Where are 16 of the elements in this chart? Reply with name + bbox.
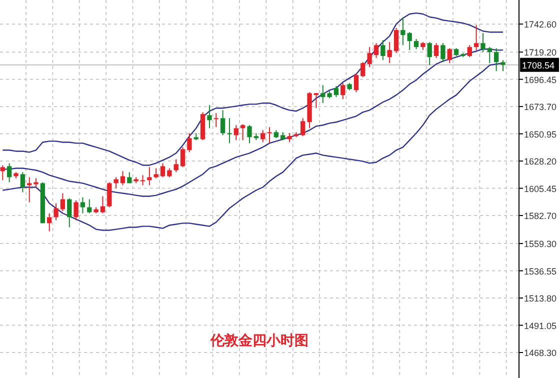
ytick-label: 1513.80 <box>524 294 557 304</box>
ytick-label: 1559.30 <box>524 239 557 250</box>
ytick-label: 1605.45 <box>524 184 557 194</box>
title: 伦敦金四小时图 <box>210 332 308 348</box>
ref-line-label: 1708.54 <box>522 60 555 70</box>
ytick-label: 1673.70 <box>524 102 557 112</box>
ytick-label: 1650.95 <box>524 129 557 140</box>
ytick-label: 1628.20 <box>524 156 557 167</box>
ytick-label: 1696.45 <box>524 74 557 85</box>
ytick-label: 1536.55 <box>524 266 557 276</box>
ref-label: 1708.54 <box>520 58 559 72</box>
ytick-label: 1468.30 <box>524 348 557 358</box>
ytick-label: 1742.60 <box>524 20 557 30</box>
ytick-label: 1491.05 <box>524 320 557 331</box>
ytick-label: 1719.20 <box>524 48 557 58</box>
ytick-label: 1582.70 <box>524 211 557 222</box>
